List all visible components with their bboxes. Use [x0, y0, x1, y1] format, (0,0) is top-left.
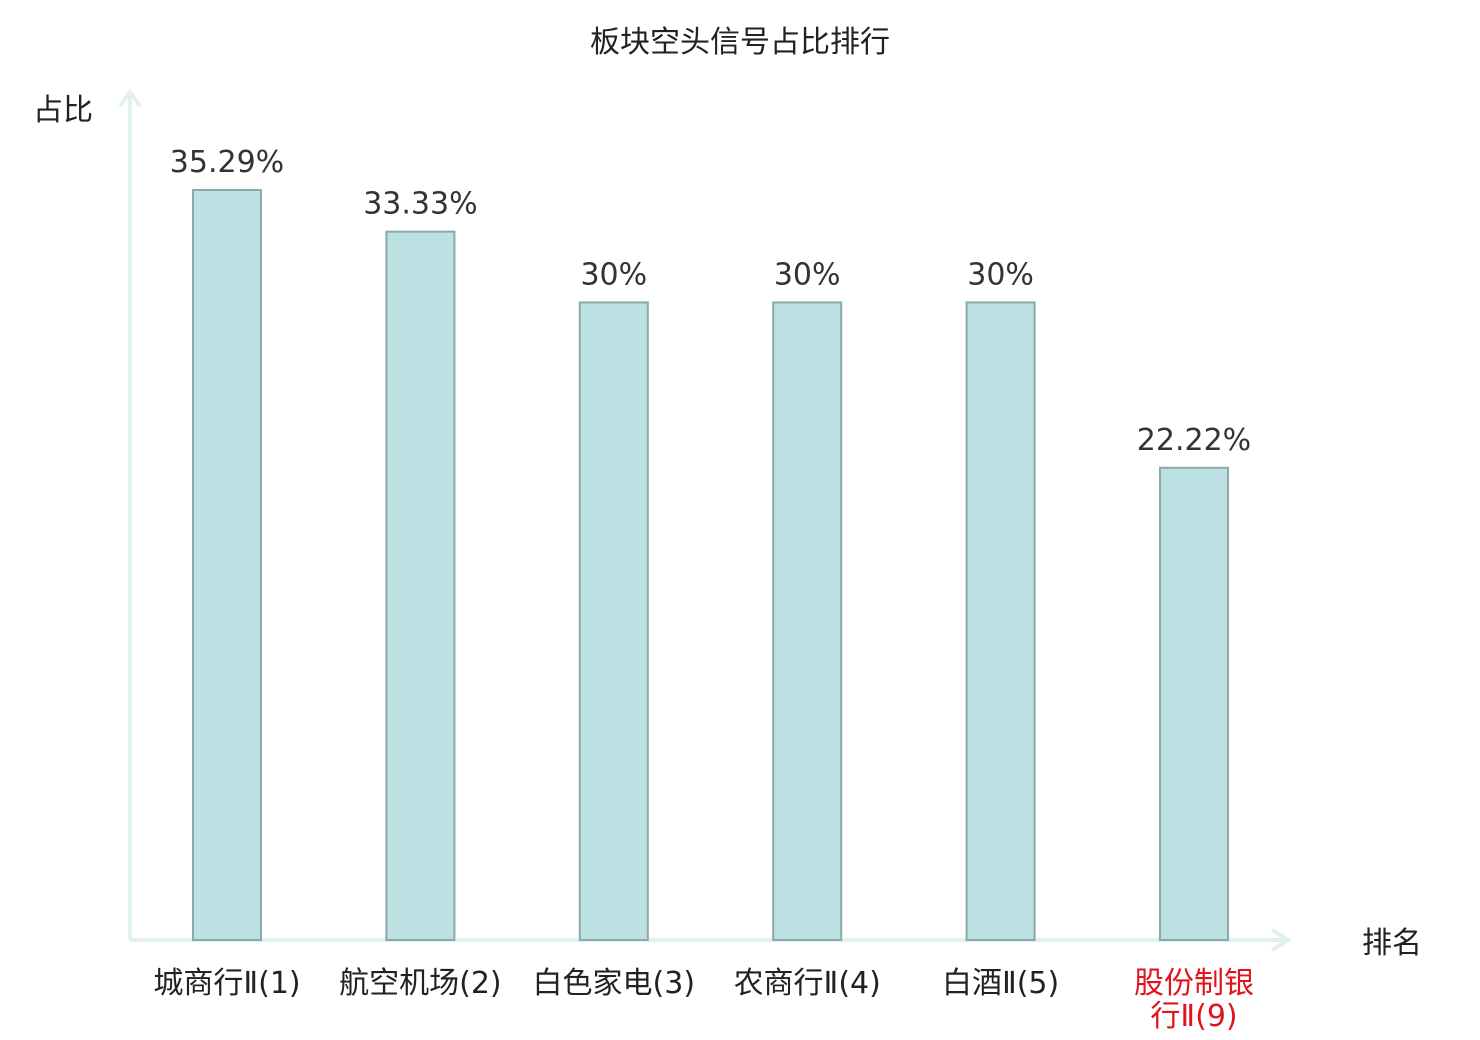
x-tick-label: 白色家电(3): [533, 966, 696, 1001]
bar-value-label: 35.29%: [170, 145, 284, 180]
bar-value-label: 33.33%: [363, 187, 477, 222]
bar: [578, 301, 649, 942]
bar-value-label: 22.22%: [1137, 423, 1251, 458]
x-tick-label: 城商行Ⅱ(1): [153, 966, 300, 1001]
x-tick-label: 行Ⅱ(9): [1150, 999, 1237, 1034]
bar: [192, 189, 262, 941]
bar-value-label: 30%: [774, 257, 841, 292]
x-axis-arrow: [1270, 928, 1292, 952]
bar: [965, 301, 1036, 942]
bars-group: 35.29% 城商行Ⅱ(1) 33.33% 航空机场(2) 30% 白色家电(3) 30% 农…: [153, 145, 1254, 1034]
bar-value-label: 30%: [967, 257, 1034, 292]
x-tick-label: 航空机场(2): [339, 966, 502, 1001]
bar: [772, 301, 843, 942]
x-tick-label: 白酒Ⅱ(5): [942, 966, 1059, 1001]
x-tick-label: 农商行Ⅱ(4): [734, 966, 881, 1001]
x-tick-label: 股份制银: [1134, 966, 1254, 1001]
y-axis-arrow: [118, 88, 142, 108]
bar-value-label: 30%: [580, 257, 647, 292]
y-axis-title: 占比: [33, 93, 93, 128]
chart-title: 板块空头信号占比排行: [590, 25, 890, 60]
x-axis-title: 排名: [1362, 926, 1422, 961]
bar: [1159, 466, 1229, 941]
bar: [385, 230, 456, 942]
